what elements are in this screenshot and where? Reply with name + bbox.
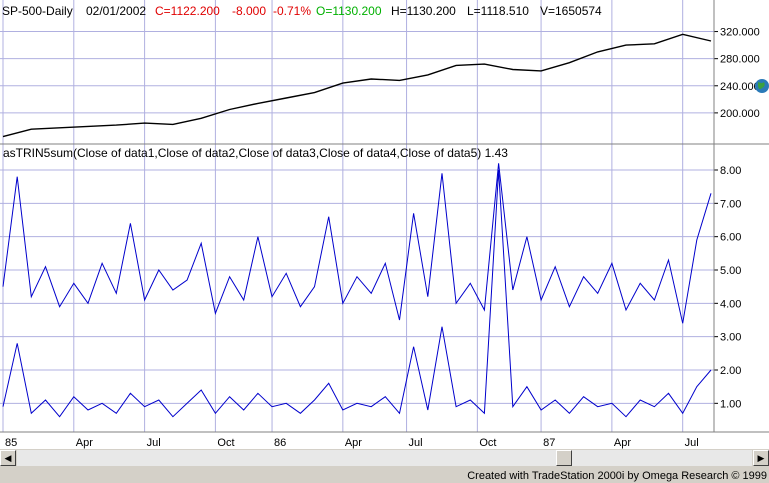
credit-text: Created with TradeStation 2000i by Omega… (467, 470, 767, 482)
y-tick-label: 240.000 (720, 81, 760, 93)
y-tick-label: 2.00 (720, 365, 741, 377)
header-change-pct: -0.71% (273, 4, 312, 18)
price-line (2, 33, 712, 138)
y-tick-label: 8.00 (720, 165, 741, 177)
header-close: C=1122.200 (155, 4, 220, 18)
header-low: L=1118.510 (467, 4, 529, 18)
axis-labels: 85 Apr Jul Oct 86 Apr Jul Oct 87 Apr Jul 320.000 280… (5, 27, 760, 449)
x-tick-label: Apr (76, 437, 93, 449)
indicator-pane (2, 163, 712, 418)
x-tick-label: Oct (217, 437, 234, 449)
y-tick-label: 6.00 (720, 232, 741, 244)
y-tick-label: 3.00 (720, 332, 741, 344)
scroll-left-button[interactable]: ◀ (0, 450, 16, 466)
x-tick-label: 87 (543, 437, 555, 449)
x-tick-label: 86 (274, 437, 286, 449)
x-tick-label: Apr (614, 437, 631, 449)
header-volume: V=1650574 (540, 4, 602, 18)
indicator-title: asTRIN5sum(Close of data1,Close of data2… (3, 146, 508, 160)
y-tick-label: 1.00 (720, 398, 741, 410)
header-symbol: SP-500-Daily (2, 4, 73, 18)
trin-line (2, 169, 712, 418)
y-tick-label: 320.000 (720, 27, 760, 39)
grid-lines (0, 0, 714, 432)
x-tick-label: Jul (409, 437, 423, 449)
x-tick-label: Oct (479, 437, 496, 449)
x-tick-label: Jul (685, 437, 699, 449)
price-pane (2, 33, 712, 138)
trin-sum-line (2, 163, 712, 324)
y-tick-label: 5.00 (720, 265, 741, 277)
y-tick-label: 200.000 (720, 108, 760, 120)
header-change: -8.000 (232, 4, 267, 18)
scroll-right-button[interactable]: ▶ (753, 450, 769, 466)
y-tick-label: 280.000 (720, 54, 760, 66)
x-tick-label: Apr (345, 437, 362, 449)
header-date: 02/01/2002 (86, 4, 147, 18)
scroll-thumb[interactable] (556, 450, 572, 466)
plot-background (0, 0, 769, 449)
scroll-track[interactable] (17, 450, 752, 466)
x-tick-label: Jul (147, 437, 161, 449)
x-tick-label: 85 (5, 437, 17, 449)
header-high: H=1130.200 (391, 4, 456, 18)
y-tick-label: 4.00 (720, 298, 741, 310)
y-tick-label: 7.00 (720, 198, 741, 210)
header-open: O=1130.200 (316, 4, 382, 18)
chart-canvas[interactable]: 85 Apr Jul Oct 86 Apr Jul Oct 87 Apr Jul 320.000 280… (0, 0, 769, 449)
globe-land-shape (758, 82, 765, 90)
